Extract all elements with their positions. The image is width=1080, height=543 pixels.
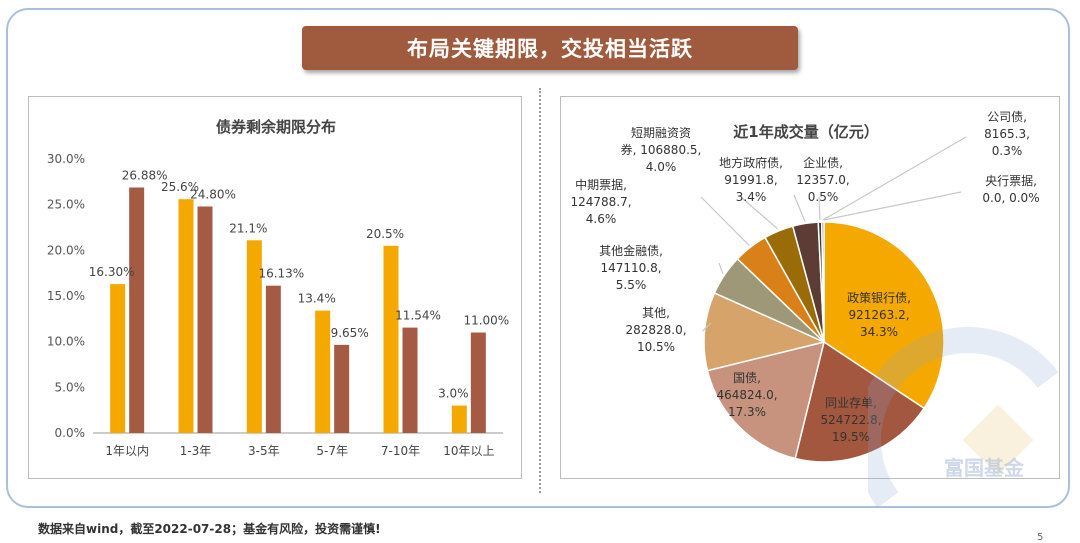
pie-leader-line <box>818 196 821 221</box>
bar-data-label: 13.4% <box>298 292 336 306</box>
pie-data-label: 券, 106880.5, <box>621 142 702 157</box>
pie-data-label: 10.5% <box>637 340 675 354</box>
bar-series-1 <box>383 245 399 433</box>
bar-data-label: 21.1% <box>229 221 267 235</box>
bar-series-2 <box>197 206 213 433</box>
y-tick-label: 15.0% <box>47 289 85 303</box>
pie-data-label: 524722.8, <box>820 413 881 427</box>
brand-watermark: 富国基金 <box>868 327 1059 508</box>
pie-data-label: 0.5% <box>808 190 839 204</box>
x-tick-label: 7-10年 <box>381 444 420 458</box>
bar-series-1 <box>451 405 467 433</box>
y-tick-label: 20.0% <box>47 243 85 257</box>
pie-data-label: 0.0, 0.0% <box>982 191 1039 205</box>
bar-data-label: 11.00% <box>463 314 509 328</box>
pie-data-label: 其他, <box>642 306 670 320</box>
pie-data-label: 464824.0, <box>716 388 777 402</box>
bar-series-1 <box>110 284 126 433</box>
pie-data-label: 3.4% <box>736 190 767 204</box>
pie-slice <box>703 291 827 372</box>
pie-leader-line <box>823 191 962 221</box>
bar-data-label: 24.80% <box>190 187 236 201</box>
panel-divider <box>539 88 541 493</box>
pie-data-label: 央行票据, <box>985 174 1037 188</box>
x-tick-label: 1年以内 <box>105 444 149 458</box>
bar-chart: 债券剩余期限分布 0.0% 5.0% 10.0% 15.0% 20.0% 25.0% 30.… <box>47 118 509 458</box>
pie-data-label: 国债, <box>733 371 761 385</box>
pie-data-label: 中期票据, <box>575 177 627 192</box>
pie-data-label: 147110.8, <box>600 261 661 275</box>
bar-series-1 <box>178 199 194 433</box>
bar-series-2 <box>129 187 145 433</box>
bar-series-1 <box>315 310 331 433</box>
y-tick-label: 30.0% <box>47 152 85 166</box>
pie-data-label: 124788.7, <box>570 195 631 209</box>
bar-series-2 <box>402 327 418 433</box>
watermark-brand-text: 富国基金 <box>944 456 1025 480</box>
pie-data-label: 5.5% <box>616 278 647 292</box>
pie-data-label: 短期融资资 <box>631 126 691 140</box>
bar-data-label: 11.54% <box>395 309 441 323</box>
pie-data-label: 12357.0, <box>796 173 849 187</box>
pie-data-label: 17.3% <box>728 405 766 419</box>
pie-slice <box>794 340 926 463</box>
pie-data-label: 政策银行债, <box>847 291 911 305</box>
pie-data-label: 4.0% <box>646 160 677 174</box>
x-tick-label: 10年以上 <box>443 444 494 458</box>
bar-data-label: 16.30% <box>89 265 135 279</box>
watermark-arc-icon <box>868 327 1059 508</box>
y-tick-label: 0.0% <box>55 426 86 440</box>
bar-data-label: 9.65% <box>331 326 369 340</box>
bar-chart-panel: 债券剩余期限分布 0.0% 5.0% 10.0% 15.0% 20.0% 25.0% 30.… <box>28 96 522 479</box>
pie-data-label: 282828.0, <box>625 323 686 337</box>
pie-data-label: 91991.8, <box>724 173 777 187</box>
pie-leader-line <box>822 136 967 221</box>
pie-chart-panel: 近1年成交量（亿元） 政策银行债, 921263.2, 34.3% 同业存单, 5247… <box>560 96 1060 479</box>
bar-data-label: 16.13% <box>258 267 304 281</box>
x-tick-label: 1-3年 <box>180 444 212 458</box>
pie-data-label: 地方政府债, <box>719 155 783 170</box>
pie-data-label: 其他金融债, <box>599 243 663 258</box>
pie-data-label: 921263.2, <box>848 308 909 322</box>
footer-note: 数据来自wind，截至2022-07-28；基金有风险，投资需谨慎! <box>38 522 381 536</box>
pie-leader-line <box>718 262 724 274</box>
pie-data-label: 公司债, <box>987 110 1027 124</box>
page-title: 布局关键期限，交投相当活跃 <box>302 26 798 70</box>
y-tick-label: 5.0% <box>55 380 86 394</box>
bar-chart-title: 债券剩余期限分布 <box>216 118 336 136</box>
slide-frame <box>6 8 1070 508</box>
x-tick-label: 3-5年 <box>248 444 280 458</box>
pie-data-label: 34.3% <box>860 325 898 339</box>
bar-series-2 <box>265 285 281 433</box>
pie-slice <box>706 340 826 460</box>
pie-leader-line <box>702 322 712 332</box>
bar-data-label: 20.5% <box>366 227 404 241</box>
pie-leader-line <box>740 196 779 230</box>
y-tick-label: 10.0% <box>47 335 85 349</box>
x-tick-label: 5-7年 <box>316 444 348 458</box>
page-number: 5 <box>1037 532 1044 543</box>
bar-data-label: 3.0% <box>438 387 469 401</box>
pie-leader-line <box>700 196 750 247</box>
pie-data-label: 同业存单, <box>825 396 877 410</box>
pie-data-label: 8165.3, <box>984 127 1030 141</box>
pie-slice <box>820 221 825 343</box>
pie-chart-title: 近1年成交量（亿元） <box>733 123 878 141</box>
bar-series-2 <box>470 332 486 433</box>
pie-data-label: 4.6% <box>586 212 617 226</box>
pie-data-label: 企业债, <box>803 155 843 170</box>
bar-series-1 <box>246 240 262 433</box>
pie-chart: 近1年成交量（亿元） 政策银行债, 921263.2, 34.3% 同业存单, 5247… <box>570 110 1040 463</box>
bar-data-label: 25.6% <box>161 180 199 194</box>
y-tick-label: 25.0% <box>47 198 85 212</box>
bar-data-label: 26.88% <box>122 168 168 182</box>
pie-data-label: 19.5% <box>832 430 870 444</box>
bar-series-2 <box>334 344 350 433</box>
pie-data-label: 0.3% <box>992 144 1023 158</box>
pie-leader-line <box>793 194 806 222</box>
